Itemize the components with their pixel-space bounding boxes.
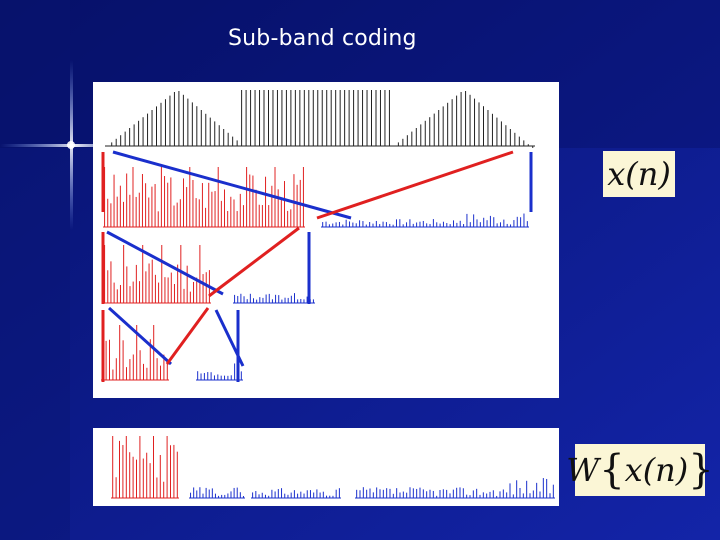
sparkle-flare-icon [0, 60, 150, 230]
slide-title: Sub-band coding [228, 26, 417, 51]
transform-formula: W { x(n) } [566, 444, 714, 496]
highpass-l3-drop [214, 309, 245, 367]
highpass-l2-link [106, 230, 224, 296]
close-brace-glyph: } [688, 447, 714, 493]
highpass-l1-link [112, 150, 352, 220]
transform-argument: x(n) [624, 451, 689, 489]
signal-formula: x(n) [603, 151, 675, 197]
lowpass-l2-link [208, 226, 300, 298]
open-brace-glyph: { [599, 447, 625, 493]
transform-operator: W [566, 451, 600, 489]
highpass-l3-link [107, 306, 173, 366]
transform-output-figure [93, 428, 559, 506]
subband-tree-figure [93, 82, 559, 398]
lowpass-l3-link [165, 307, 210, 365]
lowpass-l1-link [316, 150, 514, 220]
signal-formula-text: x(n) [607, 155, 671, 193]
subband-tree-svg [101, 90, 535, 382]
transform-output-svg [111, 436, 555, 499]
